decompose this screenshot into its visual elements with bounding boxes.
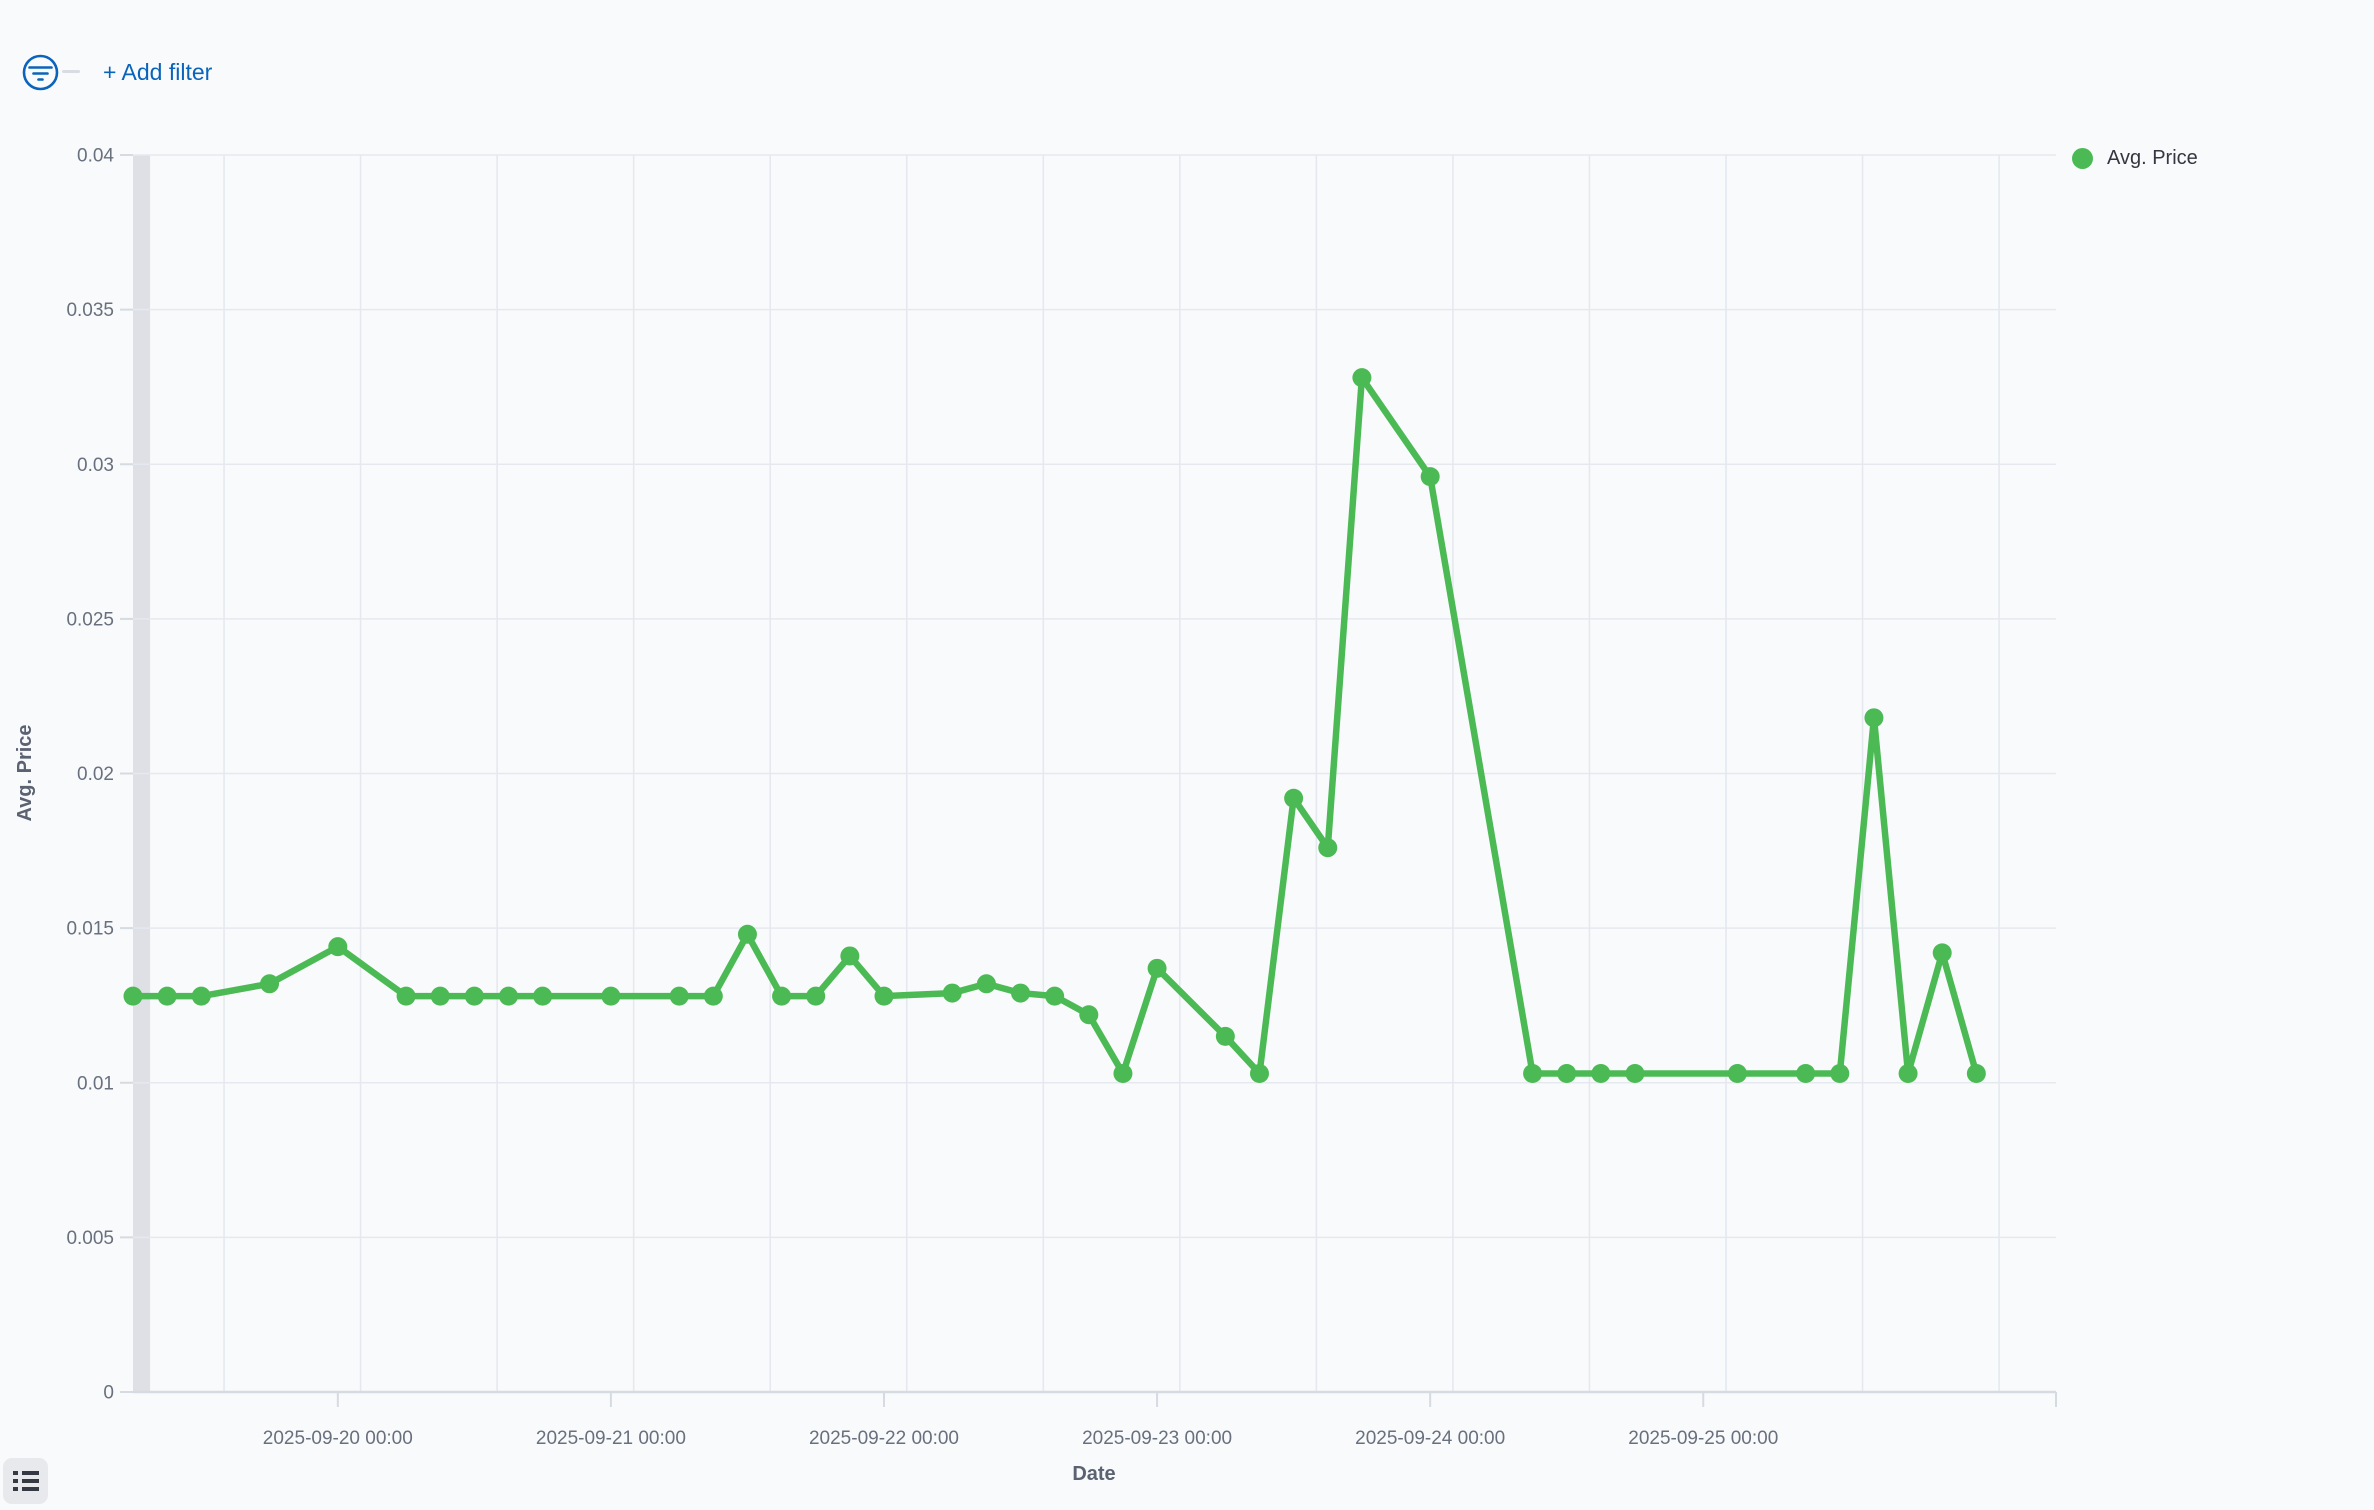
data-point xyxy=(1215,1026,1235,1046)
data-point xyxy=(1796,1063,1816,1083)
legend-series-label[interactable]: Avg. Price xyxy=(2107,147,2198,169)
data-point xyxy=(976,974,996,994)
x-tick-label: 2025-09-25 00:00 xyxy=(1628,1428,1778,1449)
data-point xyxy=(1591,1063,1611,1083)
data-point xyxy=(1045,986,1065,1006)
y-tick-label: 0.035 xyxy=(66,300,114,321)
x-axis-title: Date xyxy=(1072,1463,1115,1485)
data-point xyxy=(1727,1063,1747,1083)
x-tick-label: 2025-09-20 00:00 xyxy=(263,1428,413,1449)
y-tick-label: 0.02 xyxy=(77,764,114,785)
data-point xyxy=(806,986,826,1006)
data-point xyxy=(191,986,211,1006)
data-point xyxy=(1352,368,1372,388)
y-tick-label: 0.015 xyxy=(66,919,114,940)
legend-series-dot xyxy=(2072,148,2093,169)
y-axis-title: Avg. Price xyxy=(14,724,36,821)
list-icon xyxy=(12,1471,39,1491)
data-point xyxy=(840,946,860,966)
x-tick-label: 2025-09-23 00:00 xyxy=(1082,1428,1232,1449)
data-point xyxy=(1079,1005,1099,1025)
x-tick-label: 2025-09-21 00:00 xyxy=(536,1428,686,1449)
data-point xyxy=(1011,983,1031,1003)
axis-layer: 0 0.005 0.01 0.015 0.02 0.025 0.03 0.035 0.04 202… xyxy=(66,146,2057,1449)
filter-menu-button[interactable] xyxy=(22,54,59,91)
data-point xyxy=(737,924,757,944)
data-point xyxy=(1557,1063,1577,1083)
y-tick-label: 0.01 xyxy=(77,1073,114,1094)
data-point xyxy=(874,986,894,1006)
data-point xyxy=(1420,467,1440,487)
data-point xyxy=(1113,1063,1133,1083)
data-point xyxy=(328,937,348,957)
data-point xyxy=(1249,1063,1269,1083)
data-point xyxy=(772,986,792,1006)
data-point xyxy=(396,986,416,1006)
add-filter-button[interactable]: + Add filter xyxy=(103,56,212,88)
data-point xyxy=(1625,1063,1645,1083)
filter-bar: + Add filter xyxy=(0,0,2374,100)
data-point xyxy=(1284,788,1304,808)
data-point xyxy=(1147,958,1167,978)
x-tick-label: 2025-09-22 00:00 xyxy=(809,1428,959,1449)
data-point xyxy=(669,986,689,1006)
data-point xyxy=(1966,1063,1986,1083)
legend-list-toggle-button[interactable] xyxy=(3,1458,48,1504)
y-tick-label: 0.04 xyxy=(77,146,114,167)
data-point xyxy=(601,986,621,1006)
avg-price-series xyxy=(123,368,1986,1083)
data-point xyxy=(533,986,553,1006)
data-point xyxy=(1864,708,1884,728)
data-point xyxy=(942,983,962,1003)
data-point xyxy=(260,974,280,994)
filter-bar-divider xyxy=(62,70,80,73)
data-point xyxy=(498,986,518,1006)
y-tick-label: 0 xyxy=(103,1383,114,1404)
y-tick-label: 0.025 xyxy=(66,609,114,630)
data-point xyxy=(157,986,177,1006)
x-tick-label: 2025-09-24 00:00 xyxy=(1355,1428,1505,1449)
data-point xyxy=(1318,838,1338,858)
data-point xyxy=(464,986,484,1006)
data-point xyxy=(1523,1063,1543,1083)
legend: Avg. Price xyxy=(2072,147,2198,170)
data-point xyxy=(1898,1063,1918,1083)
filter-in-circle-icon xyxy=(22,54,59,91)
series-line xyxy=(129,374,1980,1077)
y-tick-label: 0.03 xyxy=(77,455,114,476)
data-point xyxy=(1932,943,1952,963)
y-tick-label: 0.005 xyxy=(66,1228,114,1249)
data-point xyxy=(123,986,143,1006)
data-point xyxy=(430,986,450,1006)
data-point xyxy=(703,986,723,1006)
data-point xyxy=(1830,1063,1850,1083)
grid-layer xyxy=(133,154,2056,1393)
